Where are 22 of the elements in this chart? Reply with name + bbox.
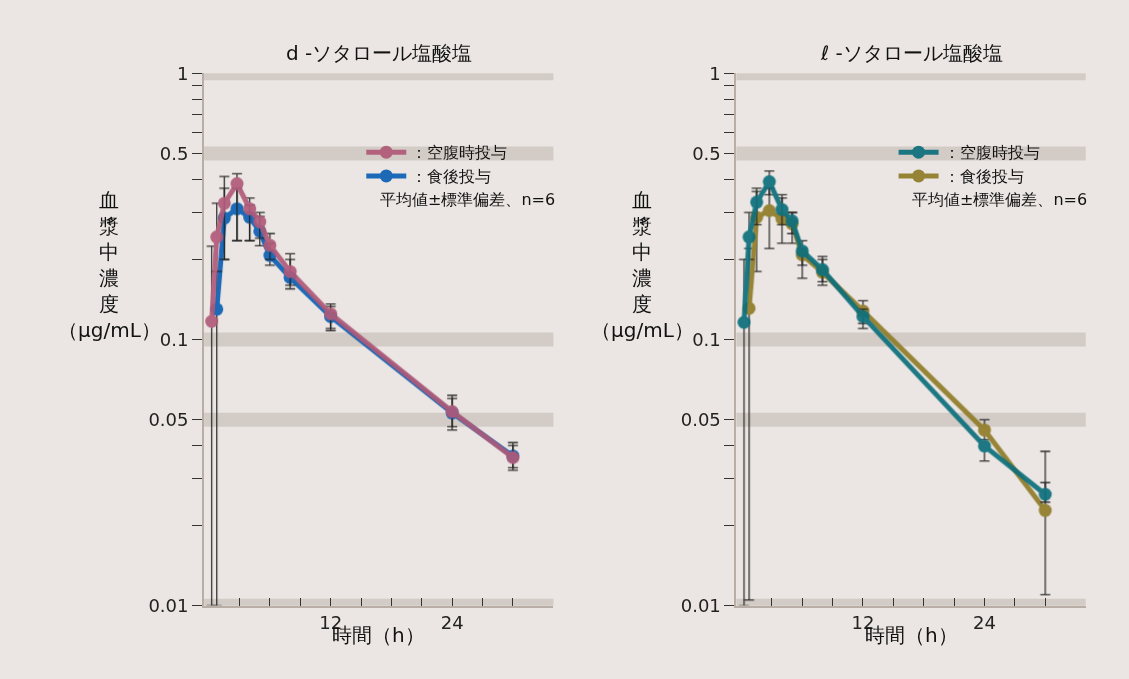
y-tick-label: 1 <box>177 62 189 84</box>
chart-title: ℓ -ソタロール塩酸塩 <box>820 41 1003 65</box>
x-tick-label: 24 <box>440 612 464 634</box>
legend-label: ：食後投与 <box>943 167 1024 187</box>
y-axis-title: 血漿中濃度（μg/mL） <box>591 188 694 342</box>
y-tick-label: 0.01 <box>680 594 721 616</box>
annotation: 平均値±標準偏差、n=6 <box>912 190 1088 209</box>
y-tick-label: 0.1 <box>692 328 721 350</box>
y-tick-label: 0.5 <box>159 142 189 164</box>
y-tick-label: 0.05 <box>148 408 189 430</box>
y-tick-label: 0.01 <box>148 594 189 616</box>
legend-label: ：空腹時投与 <box>943 143 1040 163</box>
y-tick-label: 0.1 <box>159 328 189 350</box>
chart-title: d -ソタロール塩酸塩 <box>286 41 473 65</box>
y-axis-title: 血漿中濃度（μg/mL） <box>58 188 161 342</box>
y-tick-label: 0.5 <box>692 142 721 164</box>
y-tick-label: 0.05 <box>680 408 721 430</box>
legend-label: ：食後投与 <box>411 167 492 187</box>
x-tick-label: 24 <box>973 612 996 634</box>
legend-label: ：空腹時投与 <box>411 143 508 163</box>
y-tick-label: 1 <box>709 62 721 84</box>
annotation: 平均値±標準偏差、n=6 <box>380 190 556 209</box>
